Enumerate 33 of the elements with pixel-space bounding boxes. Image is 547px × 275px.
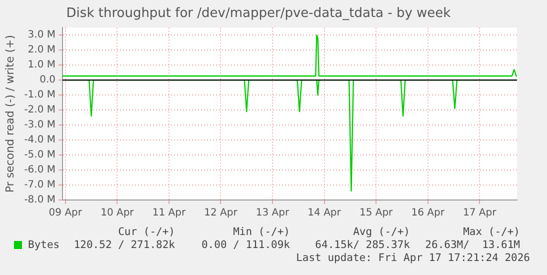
y-tick-label: -8.0 M: [24, 194, 56, 206]
x-tick-label: 09 Apr: [48, 208, 83, 219]
text: Last update: Fri Apr 17 17:21:24 2026: [296, 252, 530, 264]
y-tick-label: -2.0 M: [24, 104, 56, 116]
x-tick-label: 17 Apr: [463, 208, 498, 219]
y-tick-label: 3.0 M: [28, 30, 56, 41]
text: Cur (-/+): [118, 226, 175, 238]
legend-label: Bytes: [27, 239, 60, 251]
x-tick-label: 11 Apr: [152, 208, 186, 219]
text: Min (-/+): [233, 226, 290, 238]
text: 120.52 / 271.82k: [74, 239, 175, 251]
x-tick-label: 10 Apr: [100, 208, 135, 219]
text: 26.63M/ 13.61M: [425, 239, 520, 251]
x-tick-label: 16 Apr: [411, 208, 446, 219]
text: Max (-/+): [463, 226, 520, 238]
x-tick-label: 14 Apr: [308, 208, 342, 219]
text: Avg (-/+): [353, 226, 410, 238]
x-tick-label: 13 Apr: [256, 208, 290, 219]
y-tick-label: -5.0 M: [24, 150, 56, 161]
y-tick-label: -7.0 M: [24, 180, 56, 191]
x-tick-label: 12 Apr: [204, 208, 238, 219]
y-tick-label: -6.0 M: [24, 164, 56, 176]
y-tick-label: 0.0: [40, 74, 56, 86]
y-tick-label: 2.0 M: [28, 44, 56, 56]
x-tick-label: 15 Apr: [359, 208, 394, 219]
chart-title: Disk throughput for /dev/mapper/pve-data_tdata - by week: [66, 6, 452, 22]
text: 64.15k/ 285.37k: [315, 239, 410, 251]
text: 0.00 / 111.09k: [201, 239, 290, 251]
y-tick-label: -4.0 M: [24, 134, 56, 146]
y-tick-label: -3.0 M: [24, 120, 56, 131]
y-tick-label: -1.0 M: [24, 90, 56, 101]
y-tick-label: 1.0 M: [28, 60, 56, 71]
y-axis-title: Pr second read (-) / write (+): [3, 34, 16, 193]
